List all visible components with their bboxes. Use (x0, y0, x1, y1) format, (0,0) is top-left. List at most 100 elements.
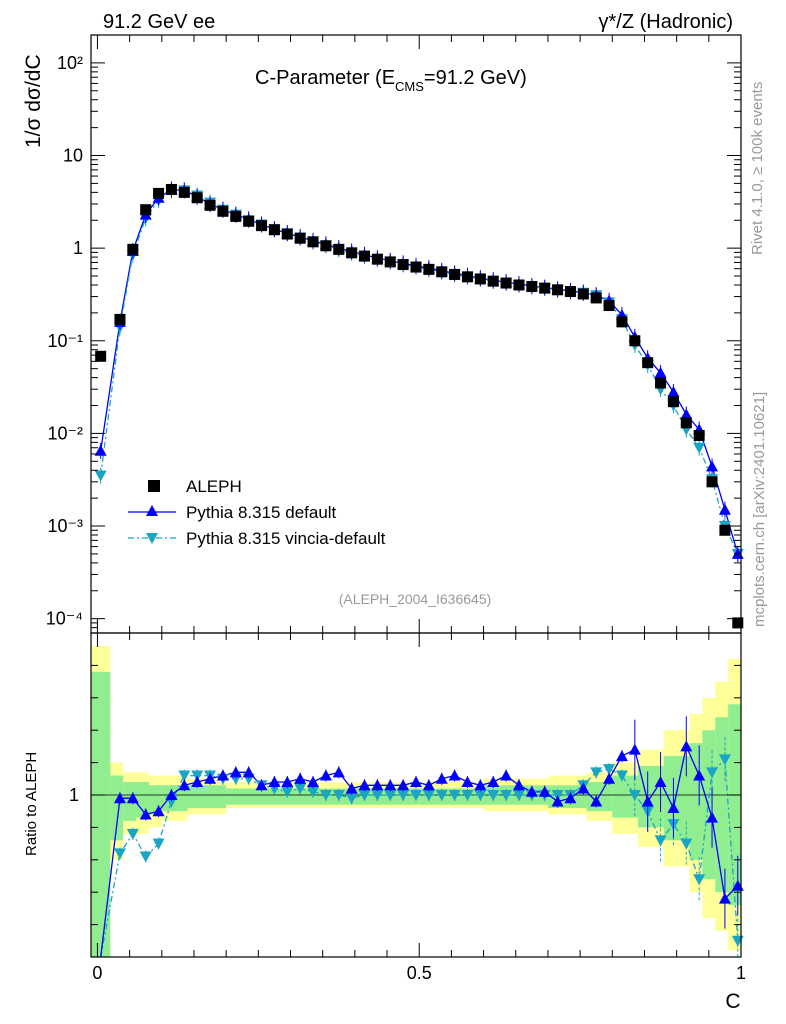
pythia-ratio-point (641, 795, 654, 807)
aleph-point (359, 250, 371, 262)
legend-aleph-label: ALEPH (186, 477, 242, 496)
pythia-ratio-point (718, 892, 731, 904)
main-y-axis-label: 1/σ dσ/dC (22, 54, 45, 148)
pythia-ratio-point (654, 776, 667, 788)
pythia-ratio-point (706, 811, 719, 823)
vincia-ratio-point (139, 851, 152, 863)
header-energy-label: 91.2 GeV ee (103, 11, 215, 33)
aleph-point (204, 199, 216, 211)
ratio-band-green (226, 788, 291, 805)
aleph-point (320, 240, 332, 252)
vincia-ratio-point (680, 838, 693, 850)
ratio-y-tick-label: 1 (69, 785, 79, 805)
pythia-ratio-point (307, 776, 320, 788)
pythia-ratio-point (152, 805, 165, 817)
main-y-tick-label: 10⁻⁴ (46, 609, 83, 629)
aleph-point (397, 259, 409, 271)
aleph-point (384, 256, 396, 268)
pythia-ratio-point (126, 792, 139, 804)
pythia-ratio-point (474, 779, 487, 791)
vincia-ratio-point (654, 835, 667, 847)
aleph-point (693, 429, 705, 441)
vincia-ratio-point (603, 764, 616, 776)
vincia-point (693, 442, 706, 454)
pythia-ratio-point (139, 808, 152, 820)
aleph-point (629, 335, 641, 347)
aleph-point (217, 205, 229, 217)
vincia-point (94, 470, 107, 482)
vincia-ratio-point (410, 790, 422, 801)
x-tick-label: 1 (736, 963, 746, 983)
main-title: C-Parameter (ECMS=91.2 GeV) (255, 67, 527, 94)
vincia-ratio-point (435, 790, 448, 801)
main-y-tick-label: 10⁻² (47, 423, 83, 443)
pythia-ratio-point (242, 766, 255, 778)
vincia-ratio-point (474, 790, 487, 801)
main-plot-area (94, 181, 744, 629)
pythia-ratio-point (319, 769, 332, 781)
legend-vincia-label: Pythia 8.315 vincia-default (186, 529, 386, 548)
aleph-point (552, 284, 564, 296)
pythia-ratio-point (165, 789, 178, 800)
pythia-ratio-point (397, 779, 410, 791)
aleph-point (294, 232, 306, 244)
aleph-point (140, 204, 152, 216)
vincia-ratio-point (307, 786, 320, 798)
analysis-watermark: (ALEPH_2004_I636645) (339, 591, 492, 607)
aleph-point (230, 210, 242, 222)
legend: ALEPH Pythia 8.315 default Pythia 8.315 … (128, 477, 386, 548)
aleph-point (333, 243, 345, 255)
aleph-point (371, 253, 383, 265)
aleph-point (487, 275, 499, 287)
pythia-ratio-point (178, 779, 191, 791)
main-y-tick-label: 1 (73, 238, 83, 258)
pythia-ratio-point (525, 785, 538, 797)
vincia-ratio-point (319, 790, 332, 801)
pythia-ratio-point (487, 776, 500, 788)
vincia-ratio-point (628, 790, 641, 801)
aleph-point (461, 271, 473, 283)
pythia-ratio-point (358, 779, 371, 791)
legend-pythia-marker (146, 505, 158, 516)
vincia-ratio-point (371, 790, 384, 801)
vincia-ratio-point (512, 790, 525, 801)
x-axis-label: C (725, 990, 740, 1013)
main-y-tick-label: 10⁻¹ (47, 331, 83, 351)
aleph-point (719, 524, 731, 536)
aleph-point (410, 261, 422, 273)
rivet-version-label: Rivet 4.1.0, ≥ 100k events (749, 82, 766, 255)
pythia-point (654, 366, 667, 378)
pythia-ratio-point (113, 792, 126, 804)
legend-vincia-marker (146, 533, 158, 544)
x-tick-label: 0 (92, 963, 102, 983)
aleph-point (436, 266, 448, 278)
pythia-default-line (100, 188, 739, 555)
pythia-ratio-point (615, 750, 628, 762)
pythia-ratio-point (680, 740, 693, 752)
legend-aleph-marker (148, 480, 160, 492)
pythia-ratio-point (216, 769, 229, 781)
vincia-ratio-point (126, 828, 139, 840)
aleph-point (165, 183, 177, 195)
aleph-point (346, 247, 358, 259)
vincia-default-line (100, 189, 739, 555)
aleph-point (539, 282, 551, 294)
aleph-point (603, 300, 615, 312)
aleph-point (577, 288, 589, 300)
vincia-ratio-point (615, 770, 628, 782)
main-y-tick-label: 10⁻³ (47, 516, 83, 536)
aleph-point (178, 186, 190, 198)
pythia-ratio-point (294, 772, 307, 784)
aleph-point (191, 192, 203, 204)
vincia-ratio-point (718, 754, 731, 766)
pythia-ratio-point (693, 769, 706, 781)
aleph-point (655, 377, 667, 389)
ratio-band-green (702, 730, 716, 880)
vincia-ratio-point (281, 786, 294, 798)
pythia-ratio-point (345, 782, 358, 794)
ratio-band-green (715, 717, 729, 893)
ratio-band-green (663, 756, 690, 841)
ratio-plot-area (91, 645, 744, 958)
aleph-point (256, 220, 268, 232)
aleph-point (449, 268, 461, 280)
